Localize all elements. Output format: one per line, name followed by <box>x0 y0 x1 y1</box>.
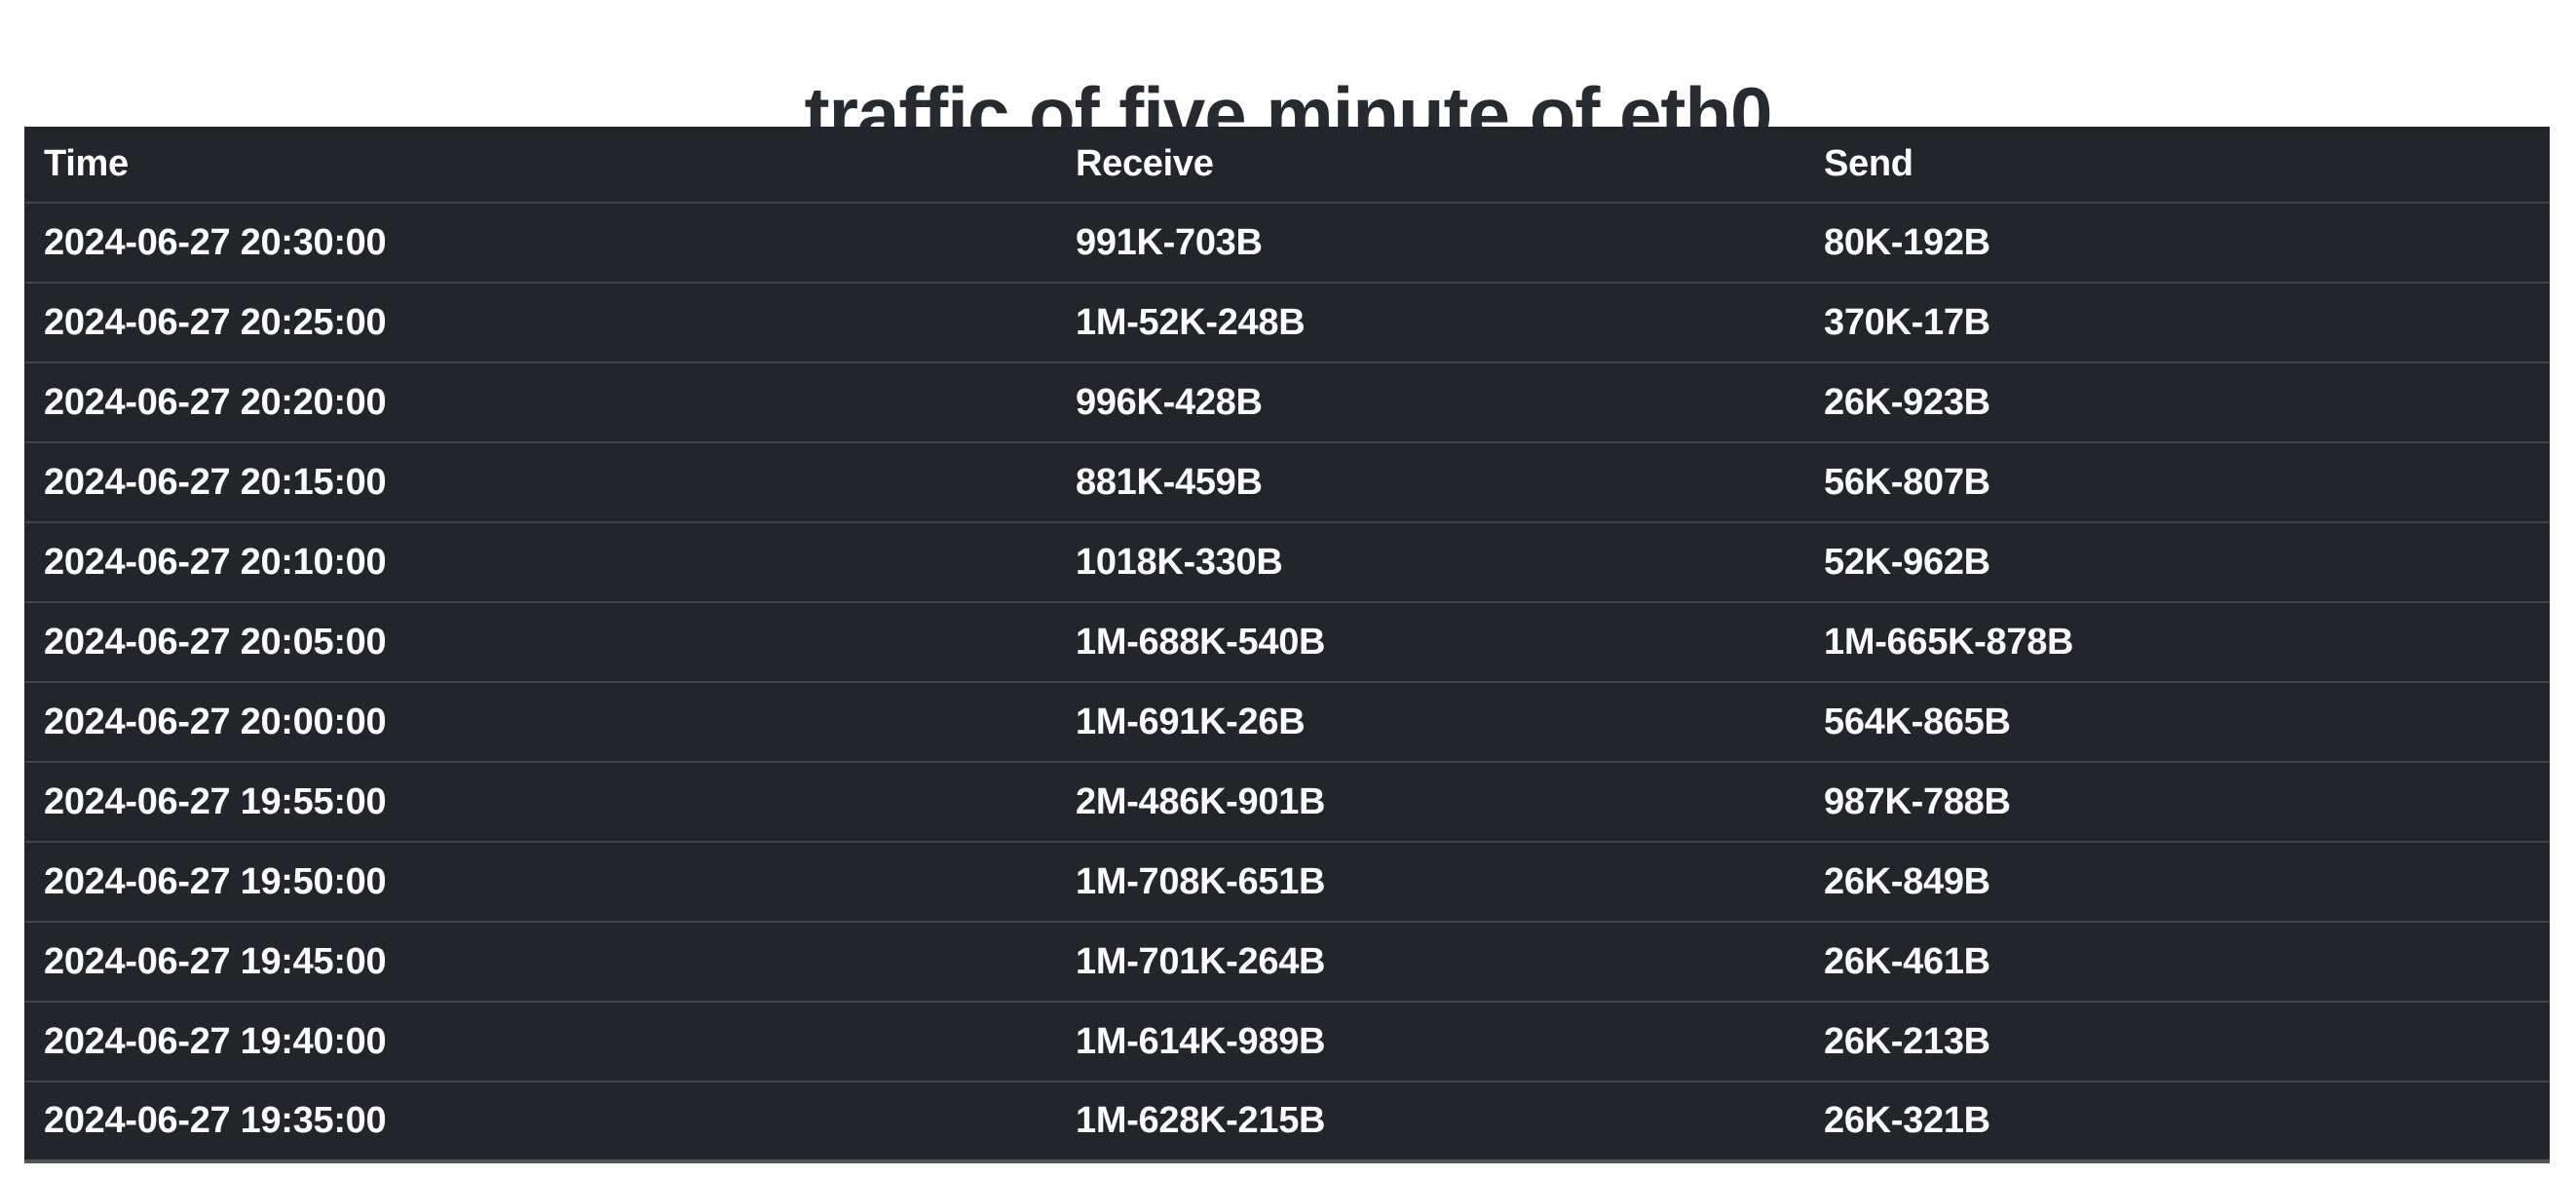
table-body: 2024-06-27 20:30:00 991K-703B 80K-192B 2… <box>24 203 2550 1161</box>
table-row: 2024-06-27 19:45:00 1M-701K-264B 26K-461… <box>24 922 2550 1002</box>
cell-receive: 1M-614K-989B <box>1076 1020 1326 1062</box>
table-row: 2024-06-27 20:00:00 1M-691K-26B 564K-865… <box>24 682 2550 762</box>
column-header-time[interactable]: Time <box>44 143 129 184</box>
table-row: 2024-06-27 20:05:00 1M-688K-540B 1M-665K… <box>24 602 2550 682</box>
cell-time: 2024-06-27 20:20:00 <box>44 381 387 423</box>
cell-send: 26K-923B <box>1824 381 1990 423</box>
cell-send: 26K-213B <box>1824 1020 1990 1062</box>
cell-send: 564K-865B <box>1824 701 2011 742</box>
cell-receive: 996K-428B <box>1076 381 1263 423</box>
cell-time: 2024-06-27 19:55:00 <box>44 780 387 822</box>
table-row: 2024-06-27 20:10:00 1018K-330B 52K-962B <box>24 522 2550 602</box>
cell-receive: 1M-701K-264B <box>1076 940 1326 982</box>
cell-time: 2024-06-27 19:50:00 <box>44 860 387 902</box>
cell-send: 56K-807B <box>1824 461 1990 503</box>
cell-time: 2024-06-27 20:15:00 <box>44 461 387 503</box>
traffic-table: Time Receive Send 2024-06-27 20:30:00 99… <box>24 127 2550 1163</box>
cell-receive: 2M-486K-901B <box>1076 780 1326 822</box>
cell-time: 2024-06-27 20:10:00 <box>44 541 387 583</box>
table-row: 2024-06-27 19:55:00 2M-486K-901B 987K-78… <box>24 762 2550 842</box>
cell-receive: 881K-459B <box>1076 461 1263 503</box>
cell-send: 80K-192B <box>1824 221 1990 263</box>
cell-send: 26K-461B <box>1824 940 1990 982</box>
table-row: 2024-06-27 20:20:00 996K-428B 26K-923B <box>24 362 2550 442</box>
cell-time: 2024-06-27 19:35:00 <box>44 1100 387 1141</box>
cell-send: 26K-849B <box>1824 860 1990 902</box>
column-header-send[interactable]: Send <box>1824 143 1913 184</box>
cell-send: 370K-17B <box>1824 301 1990 343</box>
cell-time: 2024-06-27 20:30:00 <box>44 221 387 263</box>
cell-send: 1M-665K-878B <box>1824 621 2074 663</box>
cell-receive: 1M-708K-651B <box>1076 860 1326 902</box>
column-header-receive[interactable]: Receive <box>1076 143 1214 184</box>
cell-receive: 991K-703B <box>1076 221 1263 263</box>
cell-time: 2024-06-27 20:05:00 <box>44 621 387 663</box>
table-row: 2024-06-27 20:25:00 1M-52K-248B 370K-17B <box>24 283 2550 362</box>
cell-send: 52K-962B <box>1824 541 1990 583</box>
table-row: 2024-06-27 19:35:00 1M-628K-215B 26K-321… <box>24 1082 2550 1161</box>
cell-receive: 1M-52K-248B <box>1076 301 1306 343</box>
table-row: 2024-06-27 19:50:00 1M-708K-651B 26K-849… <box>24 842 2550 922</box>
cell-send: 26K-321B <box>1824 1100 1990 1141</box>
table-row: 2024-06-27 19:40:00 1M-614K-989B 26K-213… <box>24 1002 2550 1082</box>
cell-receive: 1018K-330B <box>1076 541 1283 583</box>
cell-receive: 1M-691K-26B <box>1076 701 1306 742</box>
cell-time: 2024-06-27 20:00:00 <box>44 701 387 742</box>
table-header-row: Time Receive Send <box>24 127 2550 203</box>
cell-send: 987K-788B <box>1824 780 2011 822</box>
table-row: 2024-06-27 20:15:00 881K-459B 56K-807B <box>24 442 2550 522</box>
cell-time: 2024-06-27 19:45:00 <box>44 940 387 982</box>
cell-time: 2024-06-27 19:40:00 <box>44 1020 387 1062</box>
cell-receive: 1M-628K-215B <box>1076 1100 1326 1141</box>
table-row: 2024-06-27 20:30:00 991K-703B 80K-192B <box>24 203 2550 283</box>
cell-time: 2024-06-27 20:25:00 <box>44 301 387 343</box>
cell-receive: 1M-688K-540B <box>1076 621 1326 663</box>
